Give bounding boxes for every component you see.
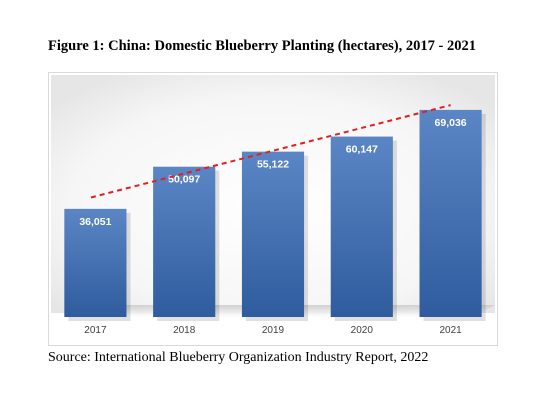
- data-labels: 36,051 50,097 55,122 60,147 69,036: [79, 117, 466, 228]
- bar-2017: [64, 208, 127, 317]
- x-tick-label-2017: 2017: [84, 325, 107, 336]
- x-tick-label-2018: 2018: [173, 325, 196, 336]
- bar-2021: [419, 109, 482, 317]
- x-axis-tick-labels: 2017 2018 2019 2020 2021: [84, 325, 462, 336]
- data-label-2019: 55,122: [257, 159, 289, 171]
- bar-series: [64, 109, 486, 321]
- chart-title: Figure 1: China: Domestic Blueberry Plan…: [48, 38, 476, 54]
- trendline: [90, 104, 451, 199]
- bar-2018: [153, 166, 216, 317]
- bar-2020: [330, 136, 393, 317]
- data-label-2018: 50,097: [168, 174, 200, 186]
- source-note: Source: International Blueberry Organiza…: [48, 350, 429, 365]
- data-label-2020: 60,147: [346, 144, 378, 156]
- x-tick-label-2019: 2019: [262, 325, 285, 336]
- x-tick-label-2021: 2021: [439, 325, 462, 336]
- data-label-2017: 36,051: [79, 216, 111, 228]
- x-tick-label-2020: 2020: [351, 325, 374, 336]
- bar-2019: [241, 151, 305, 317]
- chart-area: 36,051 50,097 55,122 60,147 69,036 2017 2018 2…: [48, 72, 498, 346]
- data-label-2021: 69,036: [435, 117, 467, 129]
